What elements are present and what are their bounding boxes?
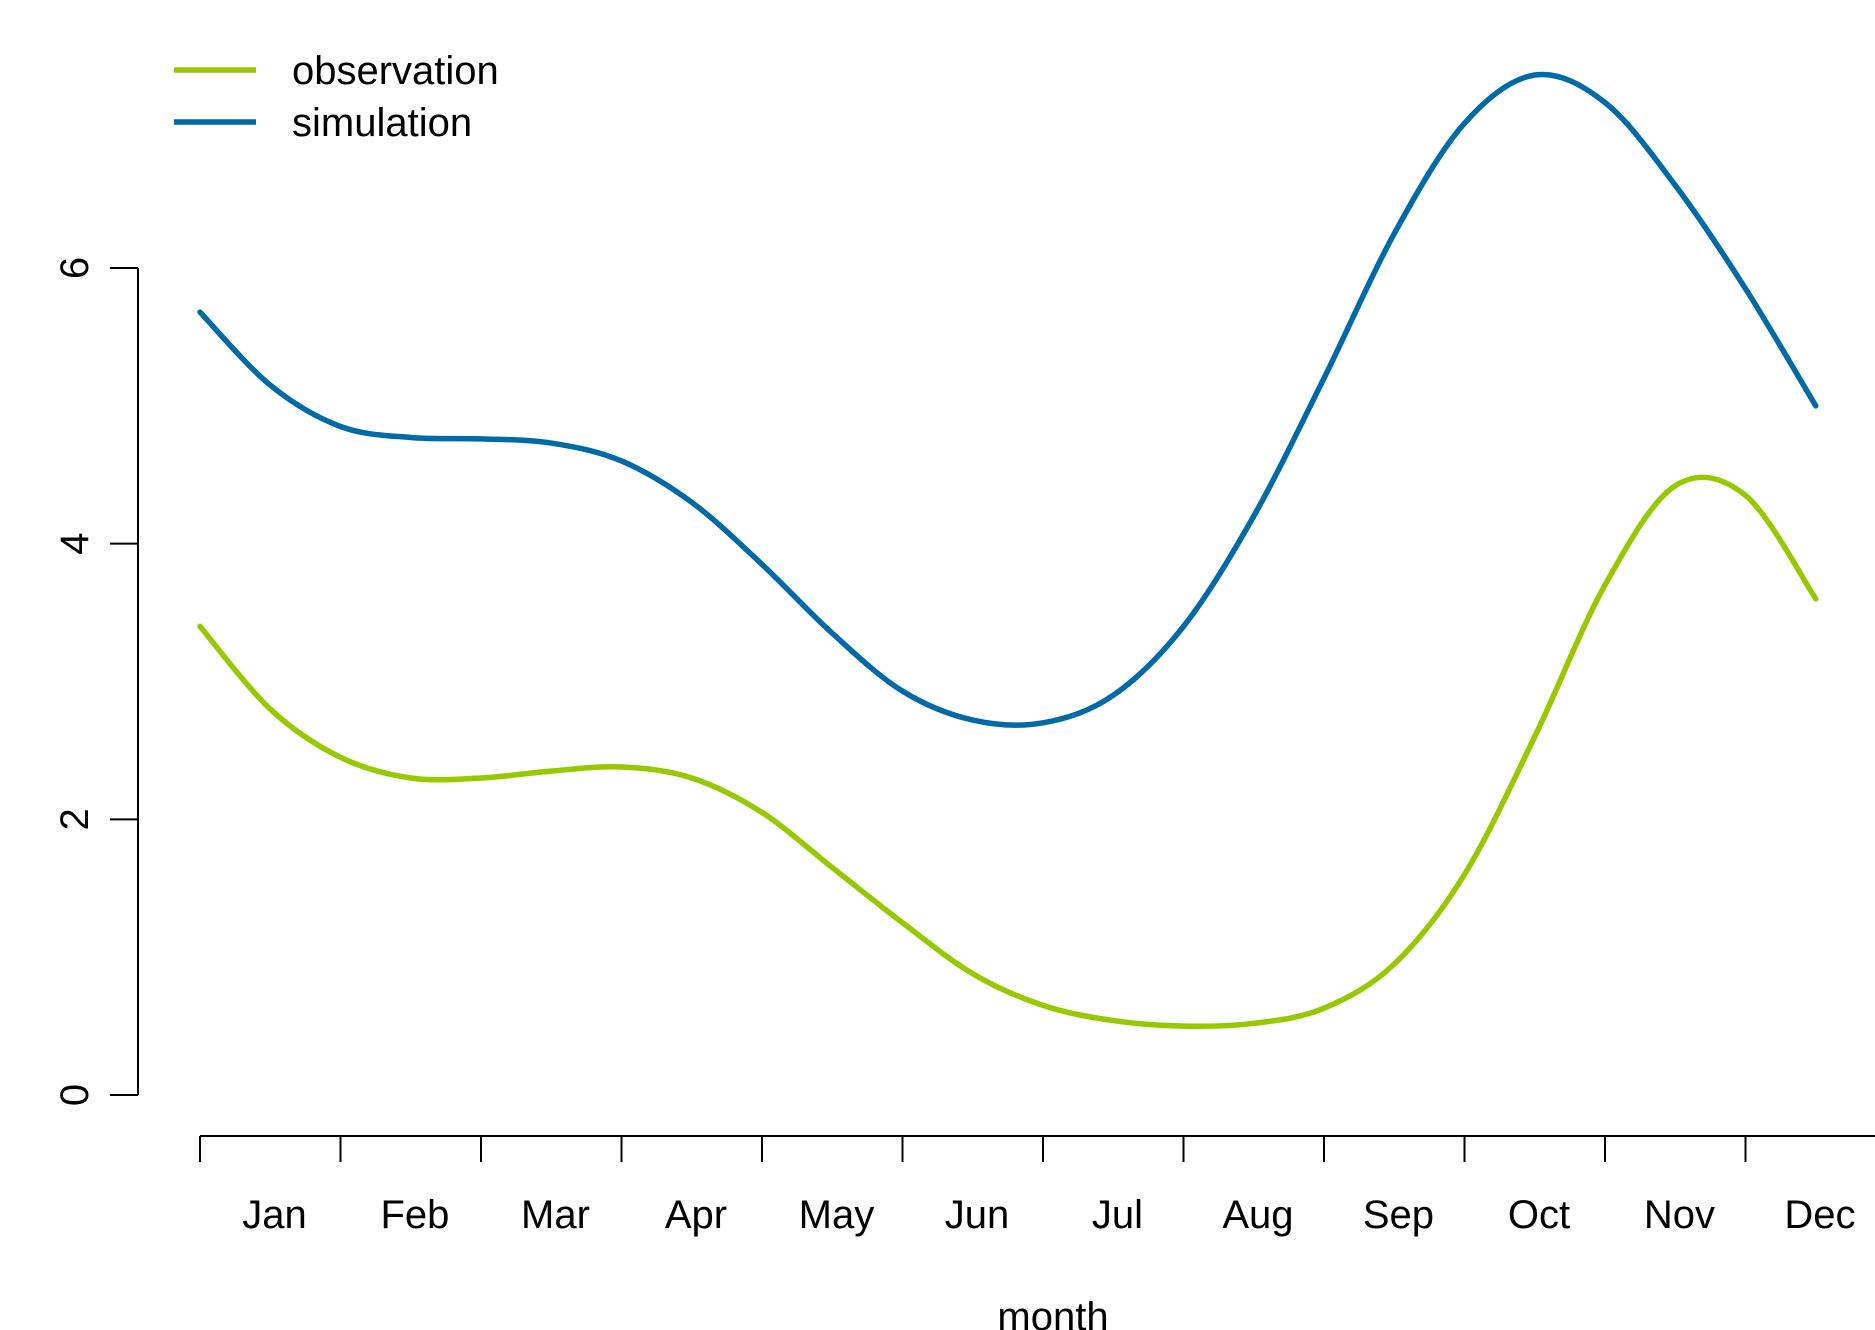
y-tick-label: 4 (53, 533, 97, 555)
x-tick-label-feb: Feb (380, 1193, 449, 1237)
series-layer (197, 71, 1819, 1030)
y-tick-label: 2 (53, 808, 97, 830)
x-tick-label-aug: Aug (1222, 1193, 1293, 1237)
series-line-observation (197, 474, 1819, 1030)
series-line-simulation (197, 71, 1819, 728)
x-tick-label-sep: Sep (1363, 1193, 1434, 1237)
x-tick-label-jun: Jun (945, 1193, 1010, 1237)
y-axis: 0 2 4 6 (53, 257, 139, 1106)
x-tick-label-may: May (799, 1193, 875, 1237)
x-tick-label-apr: Apr (665, 1193, 727, 1237)
x-tick-label-nov: Nov (1644, 1193, 1715, 1237)
x-tick-label-dec: Dec (1784, 1193, 1855, 1237)
x-axis: Jan Feb Mar Apr May Jun Jul Aug Sep Oct Nov Dec (199, 1135, 1875, 1237)
legend: observation simulation (174, 49, 499, 145)
legend-label-simulation: simulation (292, 101, 472, 145)
legend-label-observation: observation (292, 49, 499, 93)
x-tick-label-jan: Jan (242, 1193, 307, 1237)
x-tick-label-jul: Jul (1092, 1193, 1143, 1237)
y-tick-label: 0 (53, 1084, 97, 1106)
y-tick-label: 6 (53, 257, 97, 279)
x-axis-title: month (997, 1295, 1108, 1330)
x-tick-label-oct: Oct (1508, 1193, 1570, 1237)
x-tick-label-mar: Mar (521, 1193, 590, 1237)
